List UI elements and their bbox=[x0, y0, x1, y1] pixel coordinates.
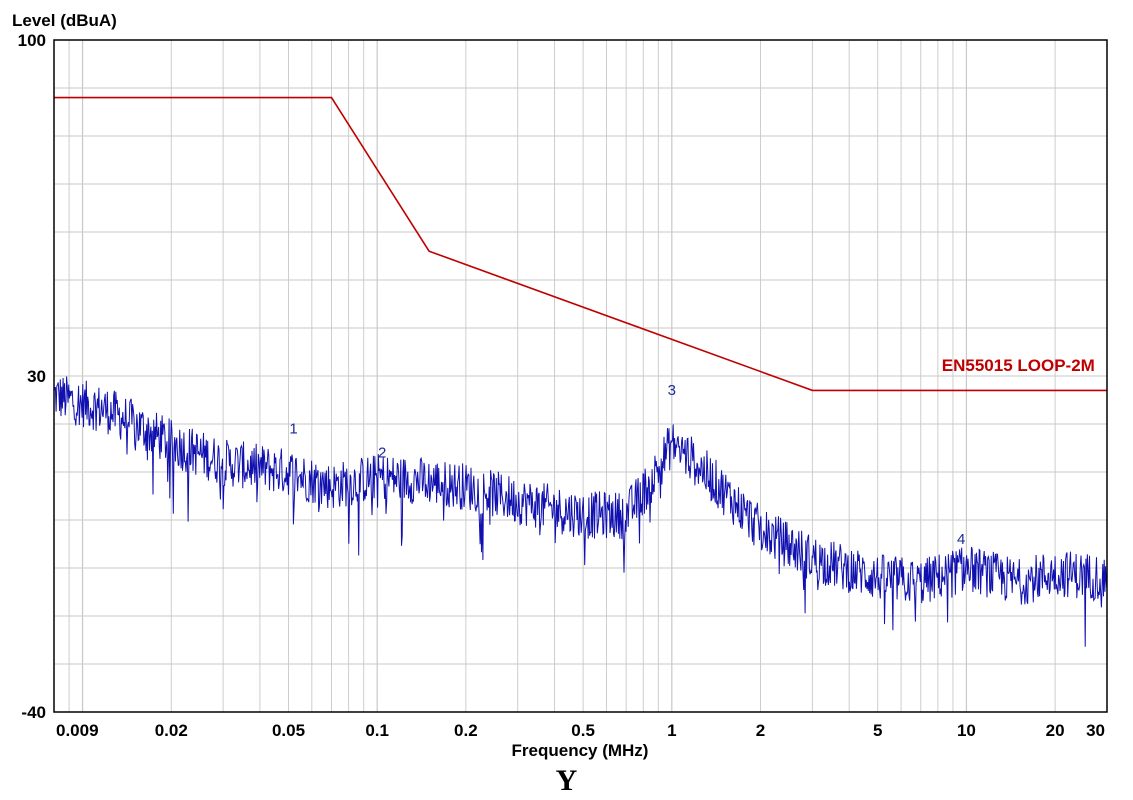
x-tick-label: 0.5 bbox=[571, 721, 595, 740]
x-tick-label: 0.2 bbox=[454, 721, 478, 740]
x-tick-label: 5 bbox=[873, 721, 882, 740]
annotations: 1 2 3 4 EN55015 LOOP-2M bbox=[289, 356, 1095, 548]
x-tick-label: 1 bbox=[667, 721, 676, 740]
x-tick-label: 0.009 bbox=[56, 721, 99, 740]
x-tick-label: 0.02 bbox=[155, 721, 188, 740]
measured-trace bbox=[53, 376, 1108, 647]
y-tick-label: 100 bbox=[18, 31, 46, 50]
y-tick-label: 30 bbox=[27, 367, 46, 386]
figure-caption: Y bbox=[555, 764, 578, 797]
x-tick-label: 10 bbox=[957, 721, 976, 740]
y-tick-label: -40 bbox=[21, 703, 46, 722]
x-tick-label: 0.05 bbox=[272, 721, 305, 740]
x-axis-title: Frequency (MHz) bbox=[512, 741, 649, 760]
peak-marker-label: 3 bbox=[668, 382, 676, 399]
x-tick-label: 2 bbox=[756, 721, 765, 740]
plot-frame bbox=[53, 39, 1108, 713]
limit-line bbox=[54, 96, 1107, 392]
x-tick-label: 20 bbox=[1046, 721, 1065, 740]
limit-line-label: EN55015 LOOP-2M bbox=[942, 356, 1095, 375]
x-tick-labels: 0.009 0.02 0.05 0.1 0.2 0.5 1 2 5 10 20 30 bbox=[56, 721, 1105, 740]
peak-marker-label: 4 bbox=[957, 531, 965, 548]
series-group bbox=[53, 96, 1108, 647]
grid bbox=[54, 40, 1107, 712]
peak-marker-label: 2 bbox=[378, 445, 386, 462]
x-tick-label: 30 bbox=[1086, 721, 1105, 740]
y-axis-title: Level (dBuA) bbox=[12, 11, 117, 30]
x-tick-label: 0.1 bbox=[365, 721, 389, 740]
y-tick-labels: 100 30 -40 bbox=[18, 31, 46, 722]
peak-marker-label: 1 bbox=[289, 421, 297, 438]
